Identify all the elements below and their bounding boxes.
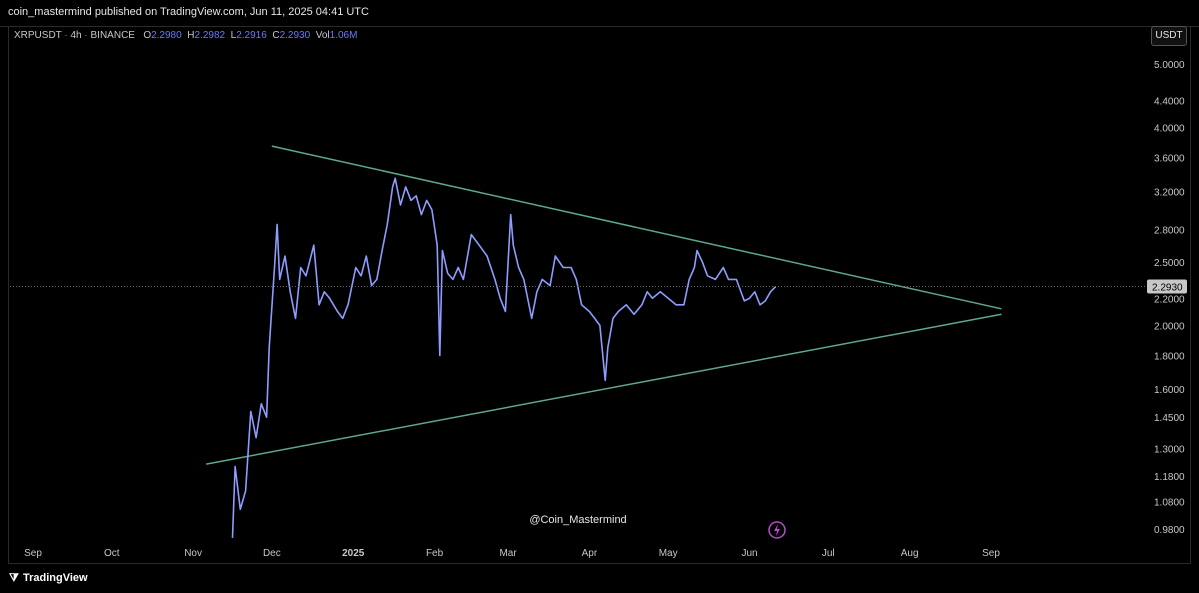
- price-tick-label: 1.4500: [1154, 413, 1185, 424]
- trendline: [271, 145, 1002, 310]
- tradingview-brand: TradingView: [23, 572, 88, 584]
- price-tick-label: 2.5000: [1154, 258, 1185, 269]
- tradingview-logo[interactable]: ⧩ TradingView: [9, 572, 88, 585]
- trendline: [206, 313, 1002, 465]
- legend-dot: ·: [84, 30, 91, 41]
- currency-button[interactable]: USDT: [1151, 26, 1187, 46]
- last-price-marks: 2.2930 @Coin_Mastermind: [10, 279, 1187, 539]
- price-tick-label: 2.2000: [1154, 294, 1185, 305]
- price-tick-label: 2.8000: [1154, 225, 1185, 236]
- symbol-legend: XRPUSDT · 4h · BINANCE O2.2980 H2.2982 L…: [14, 30, 357, 41]
- time-tick-label: Dec: [263, 548, 281, 559]
- interval: 4h: [70, 30, 82, 41]
- time-tick-label: Nov: [184, 548, 202, 559]
- price-line: [231, 177, 777, 538]
- symbol-name: XRPUSDT: [14, 30, 62, 41]
- open-value: 2.2980: [151, 30, 182, 41]
- price-tick-label: 1.6000: [1154, 385, 1185, 396]
- time-tick-label: Apr: [582, 548, 598, 559]
- tradingview-icon: ⧩: [9, 572, 19, 584]
- low-value: 2.2916: [236, 30, 267, 41]
- price-tick-label: 1.0800: [1154, 497, 1185, 508]
- time-axis: Sep Oct Nov Dec 2025 Feb Mar Apr May Jun Jul Aug Sep: [24, 548, 1000, 559]
- price-axis: 5.0000 4.4000 4.0000 3.6000 3.2000 2.8000 2.50…: [1154, 60, 1185, 536]
- time-tick-label: Sep: [24, 548, 42, 559]
- price-tick-label: 1.1800: [1154, 472, 1185, 483]
- time-tick-label: Mar: [499, 548, 517, 559]
- price-tick-label: 4.4000: [1154, 96, 1185, 107]
- chart-frame: [8, 26, 1191, 564]
- exchange: BINANCE: [90, 30, 135, 41]
- price-tick-label: 1.3000: [1154, 444, 1185, 455]
- price-tick-label: 2.0000: [1154, 321, 1185, 332]
- last-price-badge: [1147, 279, 1187, 294]
- close-value: 2.2930: [279, 30, 311, 41]
- price-tick-label: 4.0000: [1154, 124, 1185, 135]
- price-tick-label: 3.6000: [1154, 154, 1185, 165]
- triangle-trendlines: [206, 145, 1002, 465]
- time-tick-label: Jul: [822, 548, 835, 559]
- price-tick-label: 1.8000: [1154, 352, 1185, 363]
- time-tick-label: 2025: [342, 548, 365, 559]
- time-tick-label: Feb: [426, 548, 444, 559]
- price-tick-label: 0.9800: [1154, 525, 1185, 536]
- time-tick-label: May: [659, 548, 678, 559]
- price-tick-label: 5.0000: [1154, 60, 1185, 71]
- last-price-label: 2.2930: [1152, 282, 1183, 293]
- volume-value: 1.06M: [329, 30, 358, 41]
- high-label: H: [187, 30, 195, 41]
- flash-icon-bolt: [774, 524, 780, 536]
- flash-icon-ring: [768, 521, 786, 539]
- high-value: 2.2982: [194, 30, 226, 41]
- price-series: [231, 177, 777, 538]
- low-label: L: [230, 30, 237, 41]
- flash-icon[interactable]: [768, 521, 786, 539]
- time-tick-label: Jun: [741, 548, 757, 559]
- time-tick-label: Sep: [982, 548, 1000, 559]
- watermark-text: @Coin_Mastermind: [529, 514, 626, 526]
- time-tick-label: Aug: [901, 548, 919, 559]
- published-text: coin_mastermind published on TradingView…: [8, 6, 369, 18]
- legend-dot: ·: [64, 30, 71, 41]
- volume-label: Vol: [315, 30, 330, 41]
- footer-bar: ⧩ TradingView: [0, 565, 1199, 593]
- open-label: O: [143, 30, 152, 41]
- time-tick-label: Oct: [104, 548, 120, 559]
- close-label: C: [272, 30, 280, 41]
- price-tick-label: 3.2000: [1154, 187, 1185, 198]
